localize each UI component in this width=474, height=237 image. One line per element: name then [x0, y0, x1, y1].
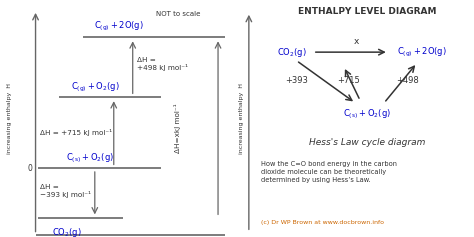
Text: $\mathregular{C_{(s)} + O_2(g)}$: $\mathregular{C_{(s)} + O_2(g)}$	[66, 151, 114, 165]
Text: $\mathregular{C_{(s)} + O_2(g)}$: $\mathregular{C_{(s)} + O_2(g)}$	[343, 107, 392, 121]
Text: Hess's Law cycle diagram: Hess's Law cycle diagram	[309, 138, 426, 147]
Text: increasing enthalpy  H: increasing enthalpy H	[239, 83, 244, 154]
Text: $\mathregular{CO_2(g)}$: $\mathregular{CO_2(g)}$	[52, 226, 81, 237]
Text: NOT to scale: NOT to scale	[155, 11, 200, 17]
Text: ΔH=xkJ mol⁻¹: ΔH=xkJ mol⁻¹	[174, 103, 181, 153]
Text: (c) Dr WP Brown at www.docbrown.info: (c) Dr WP Brown at www.docbrown.info	[261, 220, 383, 225]
Text: increasing enthalpy  H: increasing enthalpy H	[7, 83, 12, 154]
Text: ΔH = +715 kJ mol⁻¹: ΔH = +715 kJ mol⁻¹	[40, 129, 112, 136]
Text: How the C=O bond energy in the carbon
dioxide molecule can be theoretically
dete: How the C=O bond energy in the carbon di…	[261, 161, 397, 183]
Text: x: x	[354, 37, 359, 46]
Text: $\mathregular{C_{(g)} + O_2(g)}$: $\mathregular{C_{(g)} + O_2(g)}$	[71, 80, 119, 94]
Text: +715: +715	[337, 76, 360, 85]
Text: $\mathregular{CO_2(g)}$: $\mathregular{CO_2(g)}$	[277, 46, 306, 59]
Text: +393: +393	[285, 76, 308, 85]
Text: ΔH =
+498 kJ mol⁻¹: ΔH = +498 kJ mol⁻¹	[137, 56, 189, 71]
Text: ΔH =
−393 kJ mol⁻¹: ΔH = −393 kJ mol⁻¹	[40, 184, 91, 198]
Text: +498: +498	[396, 76, 419, 85]
Text: $\mathregular{C_{(g)} + 2O(g)}$: $\mathregular{C_{(g)} + 2O(g)}$	[397, 46, 447, 59]
Text: 0: 0	[27, 164, 32, 173]
Text: $\mathregular{C_{(g)} + 2O(g)}$: $\mathregular{C_{(g)} + 2O(g)}$	[93, 20, 144, 33]
Text: ENTHALPY LEVEL DIAGRAM: ENTHALPY LEVEL DIAGRAM	[298, 7, 437, 16]
